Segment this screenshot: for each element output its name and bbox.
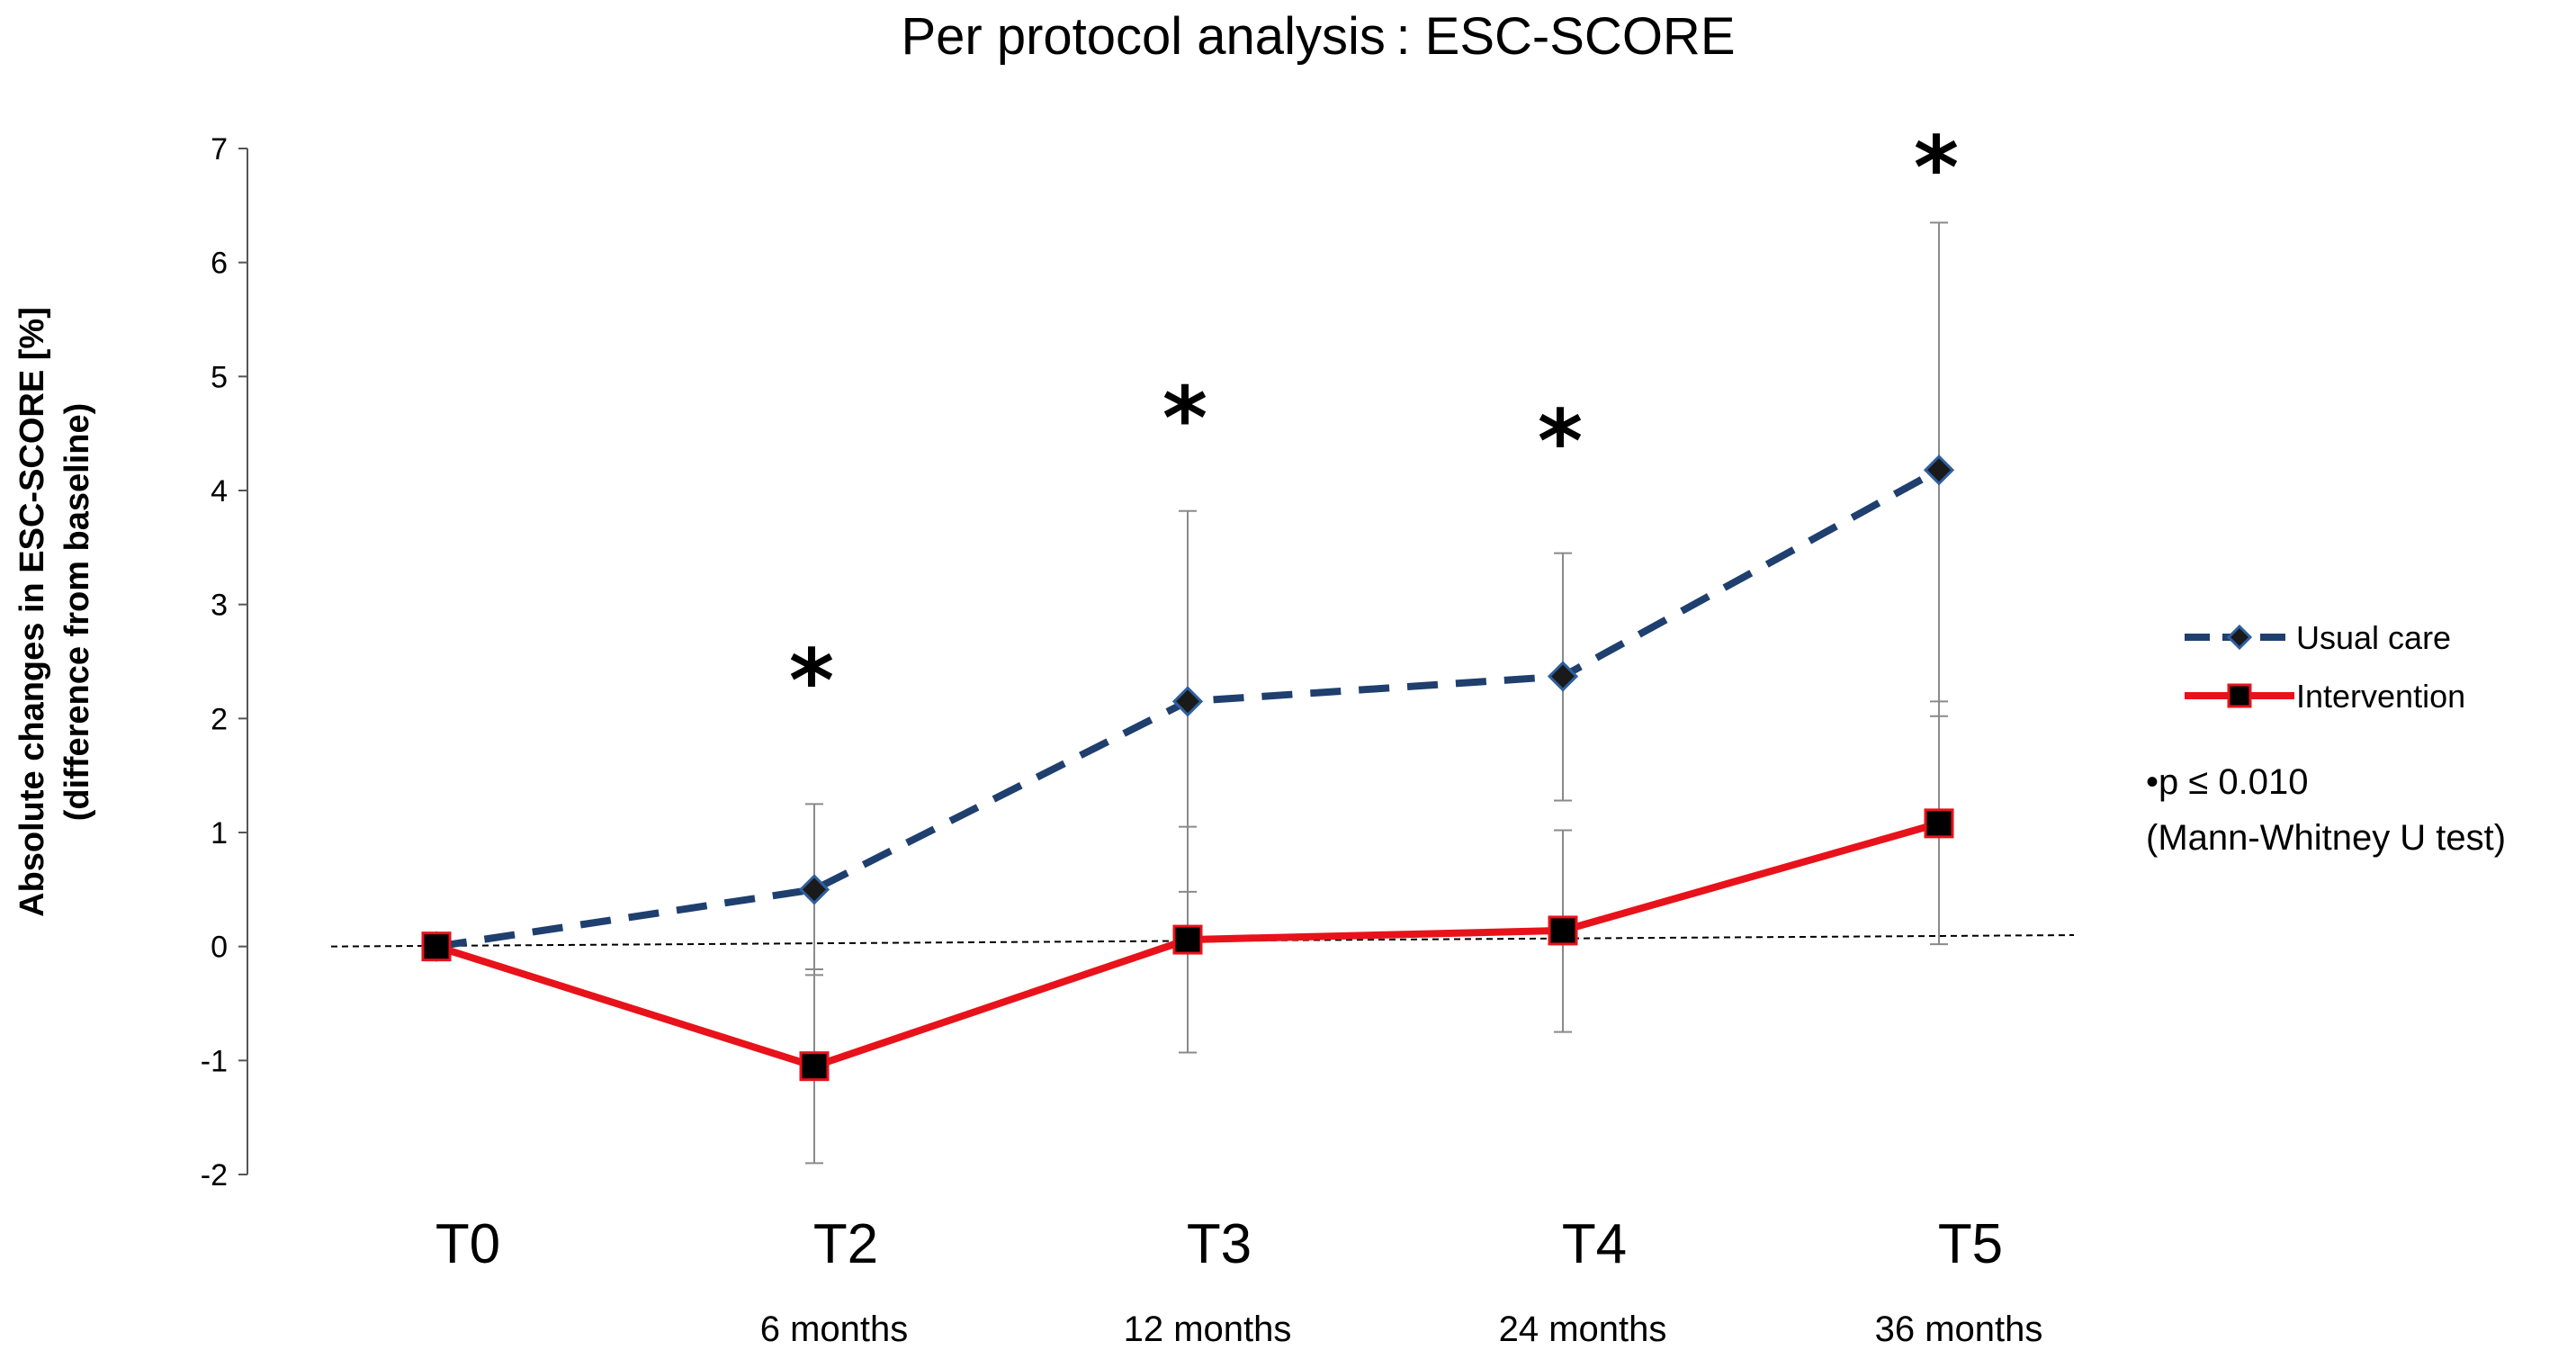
significance-star-t3: *: [1162, 369, 1207, 470]
y-tick-label: 1: [211, 816, 228, 850]
y-tick-label: 0: [211, 931, 228, 965]
y-tick-label: 6: [211, 247, 228, 281]
y-tick-label: 7: [211, 132, 228, 166]
marker-intervention-t5: [1924, 808, 1954, 839]
x-sub-label-t5: 36 months: [1875, 1310, 2043, 1349]
annotation-line2: (Mann-Whitney U test): [2146, 818, 2506, 858]
marker-intervention-t3: [1172, 924, 1203, 955]
legend-marker-usual-care: [2226, 624, 2253, 651]
marker-intervention-t4: [1548, 915, 1578, 946]
x-tick-label-t3: T3: [1187, 1213, 1252, 1275]
y-axis-label: Absolute changes in ESC-SCORE [%] (diffe…: [13, 307, 96, 917]
marker-usual-care-t3: [1171, 686, 1204, 717]
reference-line-group: [330, 934, 2075, 948]
series-markers: [420, 454, 1955, 1082]
axes: -2 -1 0 1 2 3 4 5 6 7: [201, 132, 248, 1192]
y-axis-label-line1: Absolute changes in ESC-SCORE [%]: [13, 307, 51, 917]
significance-star-t4: *: [1538, 392, 1583, 492]
x-sub-label-t3: 12 months: [1124, 1310, 1292, 1349]
legend: Usual care Intervention: [2185, 619, 2465, 715]
x-sub-label-t2: 6 months: [760, 1310, 909, 1349]
annotation-line1: •p ≤ 0.010: [2146, 762, 2309, 802]
y-tick-label: -2: [201, 1158, 228, 1192]
y-axis-label-line2: (difference from baseline): [58, 403, 96, 822]
x-sub-label-t4: 24 months: [1499, 1310, 1667, 1349]
legend-label-usual-care: Usual care: [2296, 619, 2451, 656]
y-tick-label: 4: [211, 474, 228, 508]
x-axis-labels: T0 T2 6 months T3 12 months T4 24 months T5 36 m…: [435, 1213, 2043, 1349]
x-tick-label-t4: T4: [1562, 1213, 1627, 1275]
reference-line: [330, 934, 2075, 948]
marker-intervention-t0: [421, 932, 452, 962]
y-tick-label: 2: [211, 702, 228, 736]
marker-usual-care-t2: [798, 874, 830, 905]
chart-title: Per protocol analysis : ESC-SCORE: [901, 7, 1735, 66]
x-tick-label-t5: T5: [1938, 1213, 2003, 1275]
x-tick-label-t0: T0: [435, 1213, 500, 1275]
y-tick-label: 5: [211, 360, 228, 394]
marker-usual-care-t5: [1923, 454, 1955, 486]
error-bars: [805, 221, 1948, 1165]
annotation: •p ≤ 0.010 (Mann-Whitney U test): [2146, 762, 2506, 858]
y-tick-label: 3: [211, 589, 228, 623]
y-tick-label: -1: [201, 1044, 228, 1078]
marker-usual-care-t4: [1547, 661, 1579, 692]
legend-label-intervention: Intervention: [2296, 678, 2465, 715]
significance-markers: * * * *: [789, 118, 1959, 732]
x-tick-label-t2: T2: [813, 1213, 878, 1275]
legend-marker-intervention: [2227, 683, 2252, 708]
significance-star-t5: *: [1914, 118, 1959, 219]
marker-intervention-t2: [799, 1051, 830, 1082]
significance-star-t2: *: [789, 631, 834, 732]
